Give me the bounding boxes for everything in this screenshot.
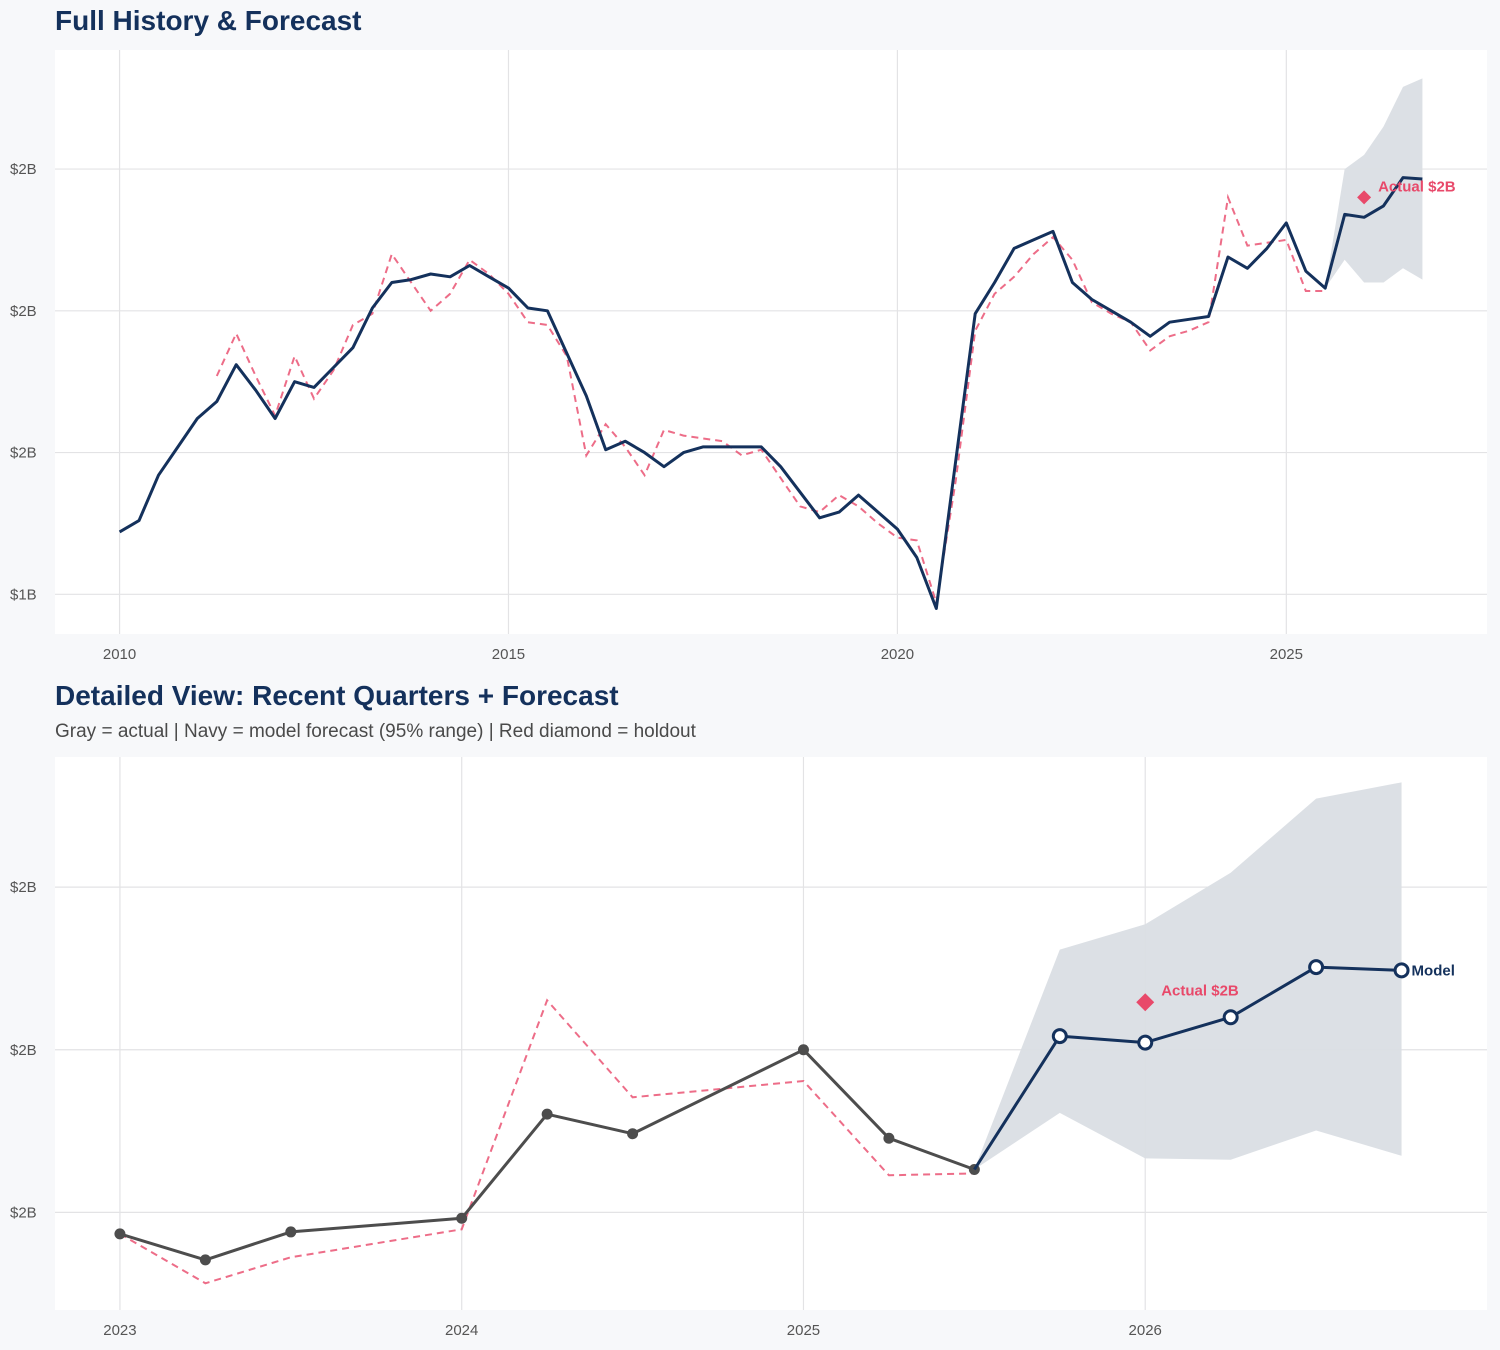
x-tick-label: 2010 <box>103 646 136 663</box>
actual-point <box>797 1044 809 1056</box>
forecast-point <box>1222 1009 1239 1026</box>
y-tick-label: $2B <box>10 1204 37 1221</box>
y-tick-label: $2B <box>10 303 37 320</box>
forecast-point <box>1137 1034 1154 1051</box>
holdout-diamond <box>1357 190 1372 205</box>
chart-title-full-history: Full History & Forecast <box>55 5 362 36</box>
actual-point <box>627 1128 639 1140</box>
forecast-point <box>1308 959 1325 976</box>
holdout-label: Actual $2B <box>1378 178 1456 195</box>
model-fit-line <box>118 176 1423 610</box>
x-tick-label: 2025 <box>787 1322 820 1339</box>
x-tick-label: 2015 <box>492 646 525 663</box>
model-fit-line <box>119 998 975 1285</box>
y-tick-label: $2B <box>10 161 37 178</box>
actual-point <box>114 1228 126 1240</box>
forecast-point <box>1393 962 1410 979</box>
actual-point <box>456 1212 468 1224</box>
chart-full-history: 2010 2015 2020 2025 $1B $2B $2B $2B Actual $2B <box>10 50 1487 663</box>
x-tick-label: 2026 <box>1129 1322 1162 1339</box>
x-tick-label: 2023 <box>103 1322 136 1339</box>
plot-panel <box>55 50 1487 634</box>
x-tick-label: 2025 <box>1270 646 1303 663</box>
chart-title-detailed-view: Detailed View: Recent Quarters + Forecas… <box>55 680 619 711</box>
actual-point <box>541 1108 553 1120</box>
forecast-band <box>1325 78 1423 289</box>
y-tick-label: $1B <box>10 586 37 603</box>
actual-point <box>883 1132 895 1144</box>
forecast-line <box>973 965 1402 1171</box>
holdout-diamond <box>1136 993 1155 1012</box>
forecast-band <box>974 782 1402 1170</box>
actual-point <box>285 1226 297 1238</box>
chart-subtitle-detailed-view: Gray = actual | Navy = model forecast (9… <box>55 721 696 742</box>
actual-point <box>199 1254 211 1266</box>
x-tick-label: 2024 <box>445 1322 478 1339</box>
model-end-label: Model <box>1412 962 1455 979</box>
actual-line <box>215 193 1326 604</box>
y-tick-label: $2B <box>10 445 37 462</box>
chart-detailed-view: 2023 2024 2025 2026 $2B $2B $2B Actual $2B Model <box>10 757 1487 1339</box>
holdout-label: Actual $2B <box>1161 982 1239 999</box>
y-tick-label: $2B <box>10 879 37 896</box>
y-tick-label: $2B <box>10 1042 37 1059</box>
x-tick-label: 2020 <box>881 646 914 663</box>
forecast-point <box>1051 1028 1068 1045</box>
